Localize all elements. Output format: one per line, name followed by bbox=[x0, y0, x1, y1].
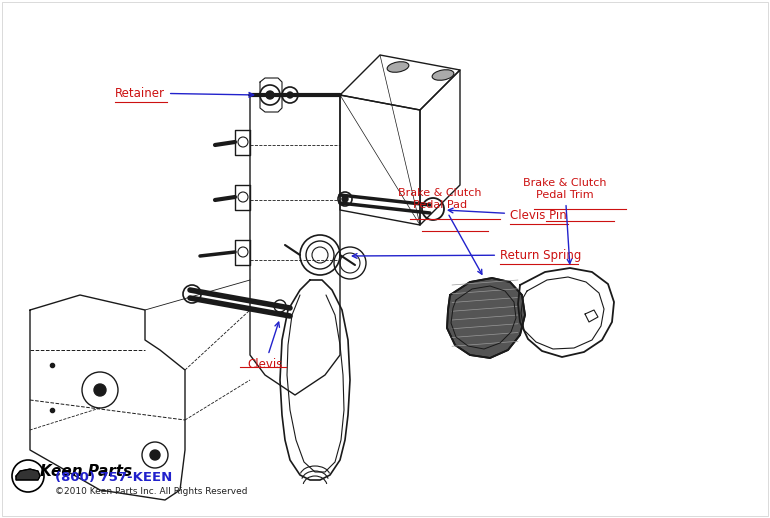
Text: Brake & Clutch
Pedal Pad: Brake & Clutch Pedal Pad bbox=[398, 189, 482, 274]
Circle shape bbox=[94, 384, 106, 396]
Text: Clevis: Clevis bbox=[247, 322, 283, 371]
Circle shape bbox=[266, 91, 274, 99]
Text: Keen Parts: Keen Parts bbox=[40, 464, 132, 479]
Circle shape bbox=[150, 450, 160, 460]
Text: Retainer: Retainer bbox=[115, 87, 253, 99]
Circle shape bbox=[342, 196, 348, 202]
Text: Brake & Clutch
Pedal Trim: Brake & Clutch Pedal Trim bbox=[524, 178, 607, 264]
Text: ©2010 Keen Parts Inc. All Rights Reserved: ©2010 Keen Parts Inc. All Rights Reserve… bbox=[55, 486, 247, 496]
Ellipse shape bbox=[387, 62, 409, 73]
Circle shape bbox=[287, 92, 293, 98]
Text: Return Spring: Return Spring bbox=[353, 249, 581, 262]
Ellipse shape bbox=[432, 70, 454, 80]
Polygon shape bbox=[447, 278, 525, 358]
Polygon shape bbox=[16, 469, 40, 480]
Text: (800) 757-KEEN: (800) 757-KEEN bbox=[55, 471, 172, 484]
Text: Clevis Pin: Clevis Pin bbox=[448, 208, 567, 222]
